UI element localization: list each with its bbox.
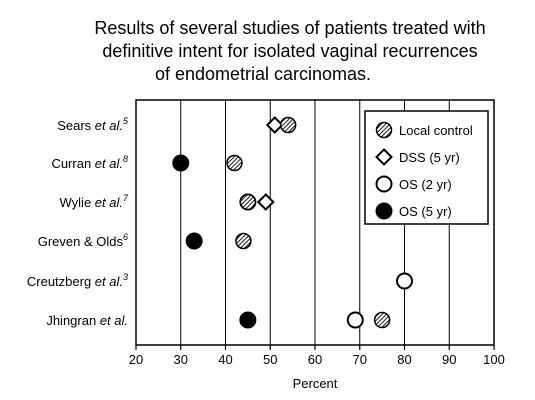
legend-marker-open-circle — [375, 175, 393, 193]
category-label: Creutzberg et al.3 — [27, 272, 128, 289]
data-point-filled-circle — [239, 311, 257, 329]
data-point-filled-circle — [172, 154, 190, 172]
x-tick-label: 60 — [308, 352, 322, 367]
chart-title-line-2: definitive intent for isolated vaginal r… — [102, 41, 477, 61]
legend-label: DSS (5 yr) — [399, 150, 460, 165]
data-point-open-circle — [346, 311, 364, 329]
x-tick-label: 100 — [483, 352, 505, 367]
category-label: Jhingran et al. — [46, 313, 128, 328]
x-axis-title: Percent — [293, 376, 338, 391]
legend-entry: DSS (5 yr) — [375, 148, 460, 166]
x-tick-label: 30 — [174, 352, 188, 367]
y-axis-category-labels: Sears et al.5 Curran et al.8 Wylie et al.7… — [27, 116, 129, 328]
legend-marker-hatched-circle — [375, 121, 393, 139]
category-label: Greven & Olds6 — [38, 232, 128, 249]
data-point-open-diamond — [265, 116, 284, 134]
category-label: Sears et al.5 — [57, 116, 129, 133]
legend-marker-filled-circle — [375, 202, 393, 220]
data-point-hatched-circle — [226, 154, 243, 172]
data-point-open-diamond — [256, 193, 275, 211]
data-point-hatched-circle — [239, 193, 257, 211]
data-points — [172, 116, 413, 329]
data-point-hatched-circle — [373, 311, 391, 329]
legend-marker-open-diamond — [375, 148, 393, 166]
legend: Local control DSS (5 yr) OS (2 yr) OS (5 yr… — [364, 110, 489, 225]
x-tick-label: 80 — [397, 352, 411, 367]
legend-label: Local control — [399, 123, 473, 138]
data-point-hatched-circle — [279, 116, 297, 134]
x-tick-label: 90 — [442, 352, 456, 367]
category-label: Wylie et al.7 — [60, 193, 129, 210]
legend-entry: OS (5 yr) — [375, 202, 452, 220]
data-point-filled-circle — [185, 232, 203, 250]
x-axis-ticks: 20 30 40 50 60 70 80 90 100 — [129, 345, 505, 367]
legend-entry: Local control — [375, 121, 473, 139]
data-point-hatched-circle — [235, 232, 252, 250]
x-tick-label: 50 — [263, 352, 277, 367]
x-tick-label: 70 — [353, 352, 367, 367]
chart-title-line-1: Results of several studies of patients t… — [94, 18, 485, 38]
legend-label: OS (2 yr) — [399, 177, 452, 192]
category-label: Curran et al.8 — [51, 154, 128, 171]
x-tick-label: 40 — [218, 352, 232, 367]
legend-label: OS (5 yr) — [399, 204, 452, 219]
legend-entry: OS (2 yr) — [375, 175, 452, 193]
x-tick-label: 20 — [129, 352, 143, 367]
data-point-open-circle — [396, 272, 413, 290]
chart-title-line-3: of endometrial carcinomas. — [155, 64, 371, 84]
